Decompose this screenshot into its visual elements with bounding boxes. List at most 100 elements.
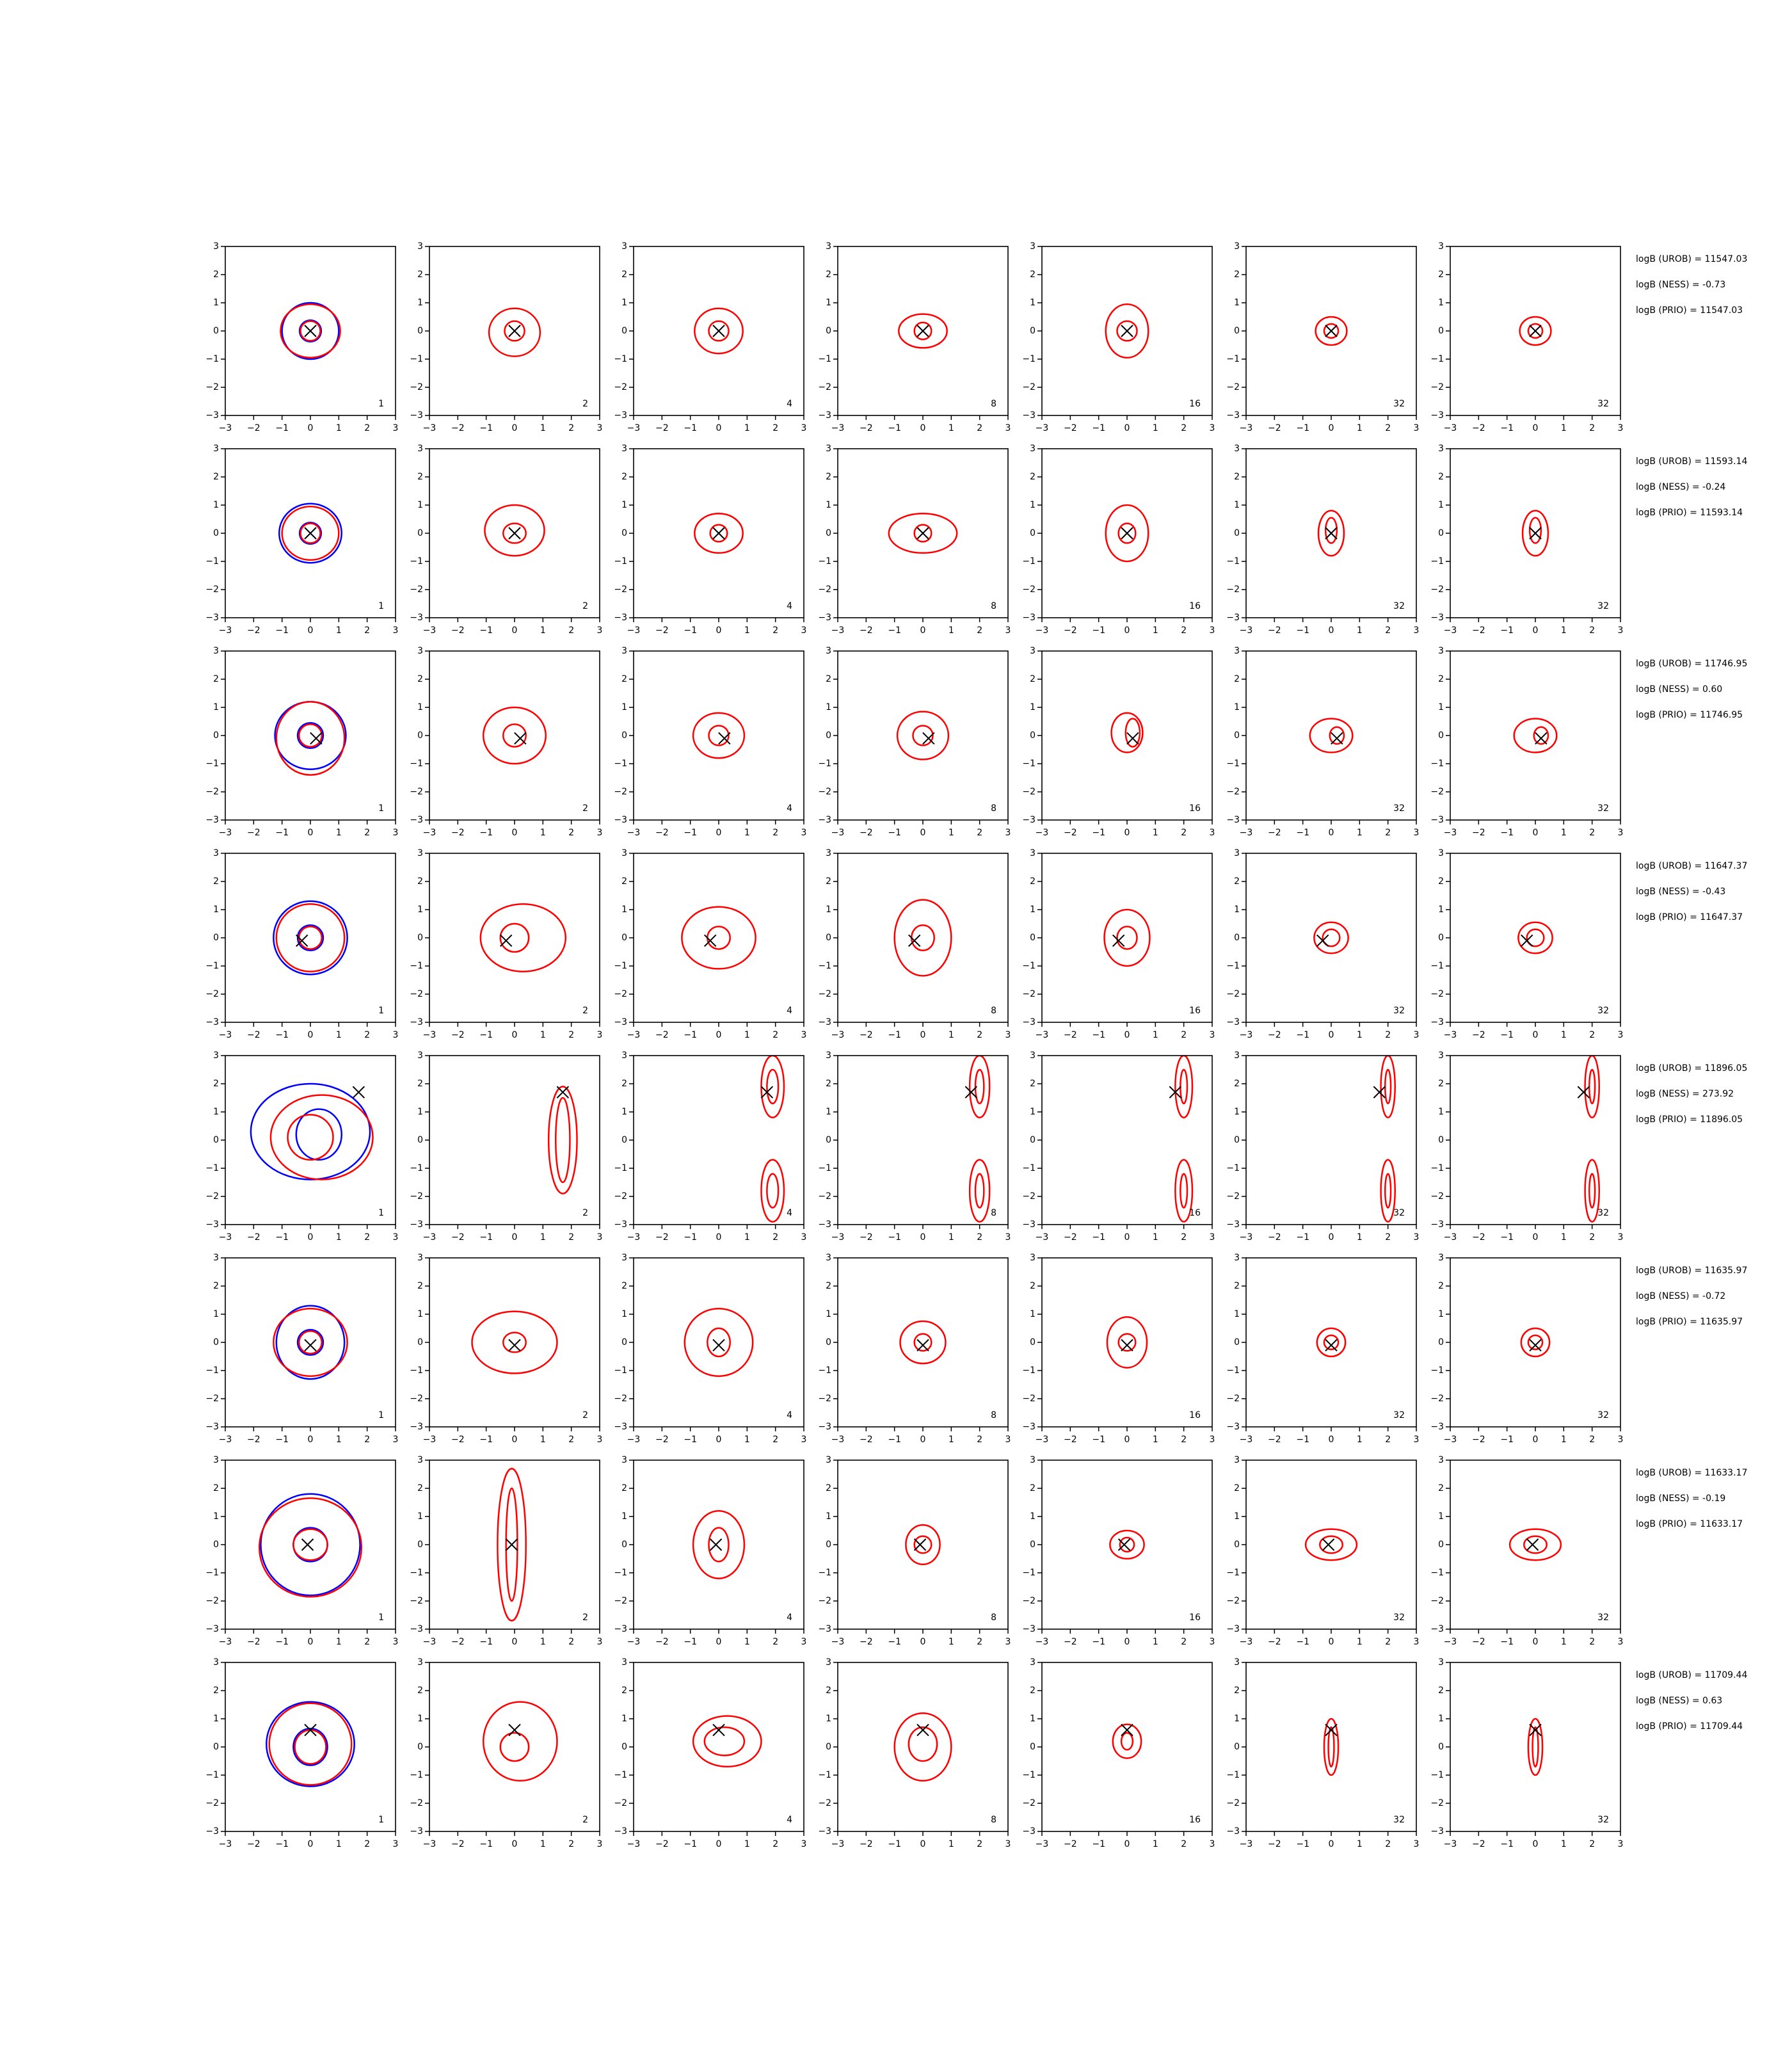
x-tick-label: −1 [479,625,493,636]
x-tick-label: 2 [1589,1435,1595,1445]
x-tick-label: −1 [1092,1637,1105,1647]
x-tick-label: −1 [1500,1637,1514,1647]
contour [294,1729,327,1765]
y-tick-label: 1 [417,1511,423,1522]
x-tick-label: 3 [801,1839,807,1849]
x-tick-label: 0 [512,1435,518,1445]
x-tick-label: 1 [1357,1637,1363,1647]
contour [1327,1726,1335,1768]
panel-label: 32 [1393,1613,1405,1623]
y-tick-label: −3 [1022,1017,1036,1027]
contour [1174,1159,1194,1223]
y-tick-label: 2 [621,876,627,887]
contours [1519,316,1552,346]
marker-stroke [760,1086,774,1098]
contours [1106,1316,1148,1369]
panel: −3 −2 −1 0 1 2 3 −3 −2 −1 0 1 2 3 8 [818,1455,1011,1647]
y-tick-label: −1 [1022,1365,1036,1376]
y-tick-label: −2 [1430,787,1444,797]
axes-frame [1041,853,1213,1023]
y-tick-label: 0 [1234,1540,1240,1550]
x-tick-label: 3 [393,1839,399,1849]
marker-stroke [1121,325,1133,337]
axes-frame [1041,1257,1213,1428]
contour [905,1524,941,1566]
panel: −3 −2 −1 0 1 2 3 −3 −2 −1 0 1 2 3 4 [614,444,806,636]
panel-label: 32 [1597,601,1609,611]
x-tick-label: −3 [423,423,436,433]
panel: −3 −2 −1 0 1 2 3 −3 −2 −1 0 1 2 3 1 [205,1657,398,1849]
x-tick-label: 0 [716,1637,722,1647]
true-marker [508,1723,521,1737]
marker-stroke [514,732,527,745]
y-tick-label: −2 [410,1394,423,1404]
y-tick-label: 1 [1438,1309,1444,1319]
x-tick-label: 3 [1618,1637,1624,1647]
marker-stroke [1331,732,1343,745]
true-marker [295,934,308,947]
x-tick-label: −1 [684,1435,697,1445]
x-tick-label: 1 [1153,1435,1158,1445]
y-tick-label: 3 [417,444,423,454]
contour [1323,323,1340,339]
x-tick-label: 3 [1005,1637,1011,1647]
marker-stroke [916,325,929,337]
panel: −3 −2 −1 0 1 2 3 −3 −2 −1 0 1 2 3 2 [410,646,602,838]
contour [300,320,321,342]
x-tick-label: 3 [1414,1030,1420,1040]
y-tick-label: −1 [1430,1568,1444,1578]
x-tick-label: −1 [684,423,697,433]
marker-stroke [556,1086,570,1098]
y-tick-label: 2 [621,1281,627,1291]
contours [482,706,547,765]
marker-stroke [295,934,308,947]
contours [681,906,756,970]
y-tick-label: −3 [614,1219,627,1230]
y-tick-label: −2 [410,382,423,392]
y-tick-label: −1 [1430,1770,1444,1780]
contours [497,1467,527,1622]
x-tick-label: −3 [1036,423,1049,433]
x-tick-label: 1 [948,625,954,636]
y-tick-label: 3 [1030,1050,1036,1061]
y-tick-label: 3 [1234,1657,1240,1668]
x-tick-label: 0 [1533,1232,1539,1243]
y-tick-label: 2 [1030,674,1036,684]
y-tick-label: 0 [213,326,219,336]
contour [281,505,340,561]
y-tick-label: 3 [213,444,219,454]
y-tick-label: −3 [1022,613,1036,623]
x-tick-label: 3 [393,1435,399,1445]
contours [250,1082,374,1180]
x-tick-label: 2 [1385,1637,1391,1647]
contour [692,1509,746,1580]
x-tick-label: 1 [1561,1030,1567,1040]
y-tick-label: 0 [1438,528,1444,538]
x-tick-label: 1 [336,828,342,838]
x-tick-label: 1 [1561,828,1567,838]
x-tick-label: 0 [1124,1030,1130,1040]
annotation: logB (UROB) = 11896.05 [1636,1063,1747,1074]
y-tick-label: −1 [205,354,219,364]
contour [707,1327,731,1358]
y-tick-label: 1 [621,702,627,712]
x-tick-label: −3 [219,423,232,433]
contours [484,504,545,557]
x-tick-label: −3 [1036,625,1049,636]
contours [273,1305,348,1380]
marker-stroke [712,1723,725,1737]
x-tick-label: −2 [1472,1435,1485,1445]
y-tick-label: 0 [213,730,219,741]
contour [911,924,935,952]
y-tick-label: 2 [1438,1281,1444,1291]
x-tick-label: −3 [1444,1637,1457,1647]
x-tick-label: −1 [1296,1637,1309,1647]
x-tick-label: 3 [393,625,399,636]
y-tick-label: 1 [213,1511,219,1522]
x-tick-label: 3 [1210,1030,1215,1040]
x-tick-label: 0 [920,1435,926,1445]
x-tick-label: −3 [1240,1030,1253,1040]
y-tick-label: 3 [1030,1657,1036,1668]
y-tick-label: 2 [417,269,423,280]
panel: −3 −2 −1 0 1 2 3 −3 −2 −1 0 1 2 3 16 [1022,444,1215,636]
